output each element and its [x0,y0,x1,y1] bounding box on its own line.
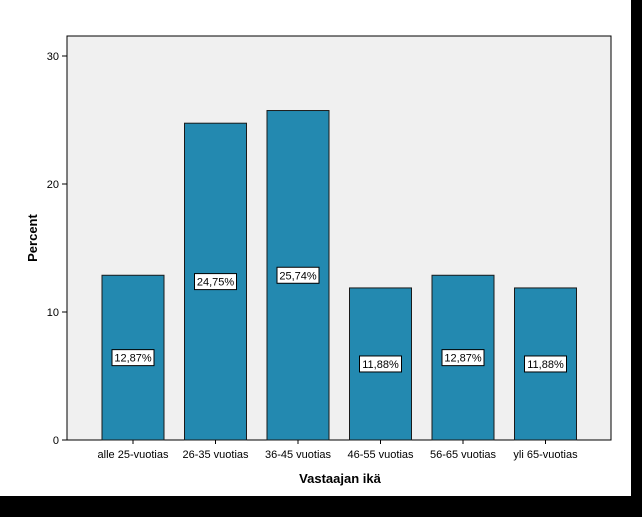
data-label-box [441,349,485,367]
x-tick-label: 26-35 vuotias [182,449,249,461]
axes-layer: 0 10 20 30 alle 25-vuotias 26-35 vuotias 36-45… [47,51,578,461]
data-label-box [111,349,155,367]
y-tick-label: 0 [53,435,59,447]
data-label: 25,74% [279,270,317,282]
data-labels-layer: 12,87% 24,75% 25,74% 11,88% 12,87% 11,88% [111,266,567,373]
data-label: 11,88% [527,359,564,371]
data-label: 12,87% [444,353,482,365]
y-axis-title: Percent [25,213,40,261]
data-label-box [359,355,402,373]
x-tick-label: 36-45 vuotias [265,449,332,461]
chart-figure: 12,87% 24,75% 25,74% 11,88% 12,87% 11,88% 0 10… [0,0,631,496]
data-label: 24,75% [197,277,235,289]
x-tick-label: yli 65-vuotias [513,449,578,461]
data-label-box [276,266,320,284]
x-tick-label: alle 25-vuotias [98,449,169,461]
y-tick-label: 20 [47,179,59,191]
data-label-box [524,355,567,373]
bar-chart: 12,87% 24,75% 25,74% 11,88% 12,87% 11,88% 0 10… [25,35,612,486]
data-label: 12,87% [114,353,152,365]
x-tick-label: 56-65 vuotias [430,449,497,461]
data-label: 11,88% [362,359,399,371]
x-tick-label: 46-55 vuotias [347,449,414,461]
y-tick-label: 30 [47,51,59,63]
x-axis-title: Vastaajan ikä [299,471,381,486]
data-label-box [194,273,237,291]
y-tick-label: 10 [47,307,59,319]
